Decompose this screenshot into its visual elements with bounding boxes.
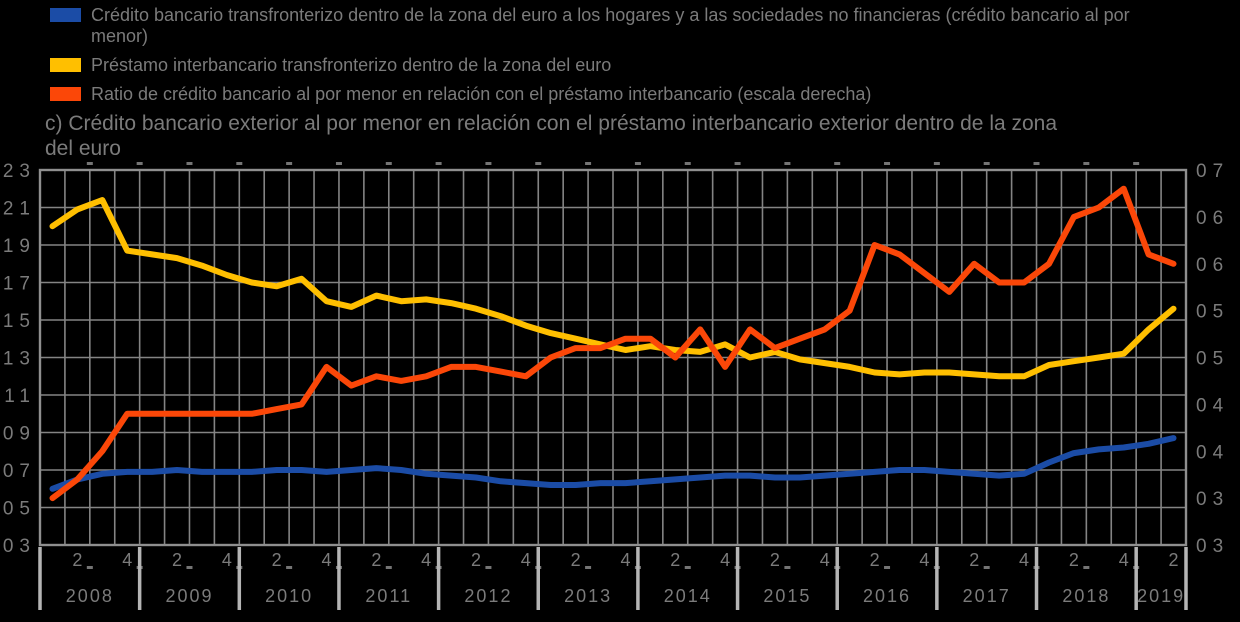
- line-chart: 23 21 19 17 15 13 11 09 07 05 03 07 06 06 05 05 04 04 03 03…: [3, 161, 1229, 610]
- plot-border: [38, 168, 1188, 547]
- svg-text:15: 15: [3, 311, 36, 332]
- series-interbank-loan-line: [49, 197, 1177, 380]
- svg-text:03: 03: [1196, 489, 1229, 510]
- x-axis-quarter-label: 2: [670, 550, 680, 570]
- svg-text:21: 21: [3, 199, 36, 220]
- svg-text:05: 05: [3, 499, 36, 520]
- x-axis-year-label: 2014: [664, 586, 712, 606]
- svg-text:13: 13: [3, 349, 36, 370]
- x-axis-quarter-label: 2: [72, 550, 82, 570]
- legend-item-retail-credit: Crédito bancario transfronterizo dentro …: [50, 5, 1176, 47]
- chart-legend: Crédito bancario transfronterizo dentro …: [50, 5, 1190, 113]
- legend-label-retail-credit: Crédito bancario transfronterizo dentro …: [91, 5, 1130, 46]
- x-axis-quarter-label: 2: [371, 550, 381, 570]
- svg-text:09: 09: [3, 424, 36, 445]
- svg-text:07: 07: [3, 461, 36, 482]
- x-axis-year-label: 2016: [863, 586, 911, 606]
- x-axis-quarter-label: 2: [1069, 550, 1079, 570]
- legend-item-ratio: Ratio de crédito bancario al por menor e…: [50, 84, 1176, 105]
- x-axis-quarter-label: 4: [1019, 550, 1029, 570]
- x-axis-year-label: 2012: [464, 586, 512, 606]
- x-axis-year-label: 2017: [963, 586, 1011, 606]
- x-axis: 2 4 2008 2 4 2009 2 4 2010 2 4 2011 2 4 2012 2 4 2013 2 4 20…: [38, 547, 1188, 610]
- x-axis-year-label: 2018: [1062, 586, 1110, 606]
- legend-label-interbank-loan: Préstamo interbancario transfronterizo d…: [91, 55, 612, 75]
- x-axis-quarter-label: 2: [1169, 550, 1179, 570]
- x-axis-year-label: 2013: [564, 586, 612, 606]
- x-axis-quarter-label: 2: [272, 550, 282, 570]
- x-axis-quarter-label: 4: [1119, 550, 1129, 570]
- x-axis-year-label: 2015: [763, 586, 811, 606]
- chart-title: c) Crédito bancario exterior al por meno…: [45, 112, 1058, 160]
- yellow-swatch-icon: [50, 58, 81, 72]
- x-axis-year-label: 2009: [165, 586, 213, 606]
- x-axis-quarter-label: 2: [471, 550, 481, 570]
- series-retail-credit-line: [49, 435, 1177, 492]
- plot-grid: [39, 169, 1187, 546]
- x-axis-year-label: 2008: [66, 586, 114, 606]
- svg-text:06: 06: [1196, 255, 1229, 276]
- x-axis-quarter-label: 4: [620, 550, 630, 570]
- x-axis-quarter-label: 2: [172, 550, 182, 570]
- x-axis-year-label: 2011: [365, 586, 412, 606]
- x-axis-quarter-label: 2: [870, 550, 880, 570]
- svg-text:23: 23: [3, 161, 36, 182]
- x-axis-quarter-label: 2: [969, 550, 979, 570]
- x-axis-year-label: 2019: [1137, 586, 1185, 606]
- x-axis-quarter-label: 4: [421, 550, 431, 570]
- svg-text:05: 05: [1196, 349, 1229, 370]
- x-axis-quarter-label: 4: [820, 550, 830, 570]
- svg-text:17: 17: [3, 274, 36, 295]
- legend-item-interbank-loan: Préstamo interbancario transfronterizo d…: [50, 55, 1176, 76]
- svg-text:07: 07: [1196, 161, 1229, 182]
- svg-text:19: 19: [3, 236, 36, 257]
- x-axis-quarter-label: 4: [122, 550, 132, 570]
- x-axis-quarter-label: 2: [571, 550, 581, 570]
- x-axis-quarter-label: 4: [720, 550, 730, 570]
- blue-swatch-icon: [50, 8, 81, 22]
- right-axis-labels: 07 06 06 05 05 04 04 03 03: [1196, 161, 1229, 557]
- x-axis-quarter-label: 4: [321, 550, 331, 570]
- svg-text:11: 11: [4, 386, 36, 407]
- series-ratio-line: [49, 185, 1177, 502]
- svg-text:04: 04: [1196, 395, 1229, 416]
- x-axis-quarter-label: 4: [222, 550, 232, 570]
- svg-text:05: 05: [1196, 302, 1229, 323]
- left-axis-labels: 23 21 19 17 15 13 11 09 07 05 03: [3, 161, 36, 557]
- x-axis-quarter-label: 4: [919, 550, 929, 570]
- x-axis-quarter-label: 2: [770, 550, 780, 570]
- svg-text:03: 03: [3, 536, 36, 557]
- x-axis-year-label: 2010: [265, 586, 313, 606]
- orange-swatch-icon: [50, 87, 81, 101]
- svg-text:04: 04: [1196, 442, 1229, 463]
- svg-text:03: 03: [1196, 536, 1229, 557]
- chart-area: 23 21 19 17 15 13 11 09 07 05 03 07 06 06 05 05 04 04 03 03…: [0, 152, 1240, 622]
- legend-label-ratio: Ratio de crédito bancario al por menor e…: [91, 84, 872, 104]
- x-axis-quarter-label: 4: [521, 550, 531, 570]
- svg-text:06: 06: [1196, 208, 1229, 229]
